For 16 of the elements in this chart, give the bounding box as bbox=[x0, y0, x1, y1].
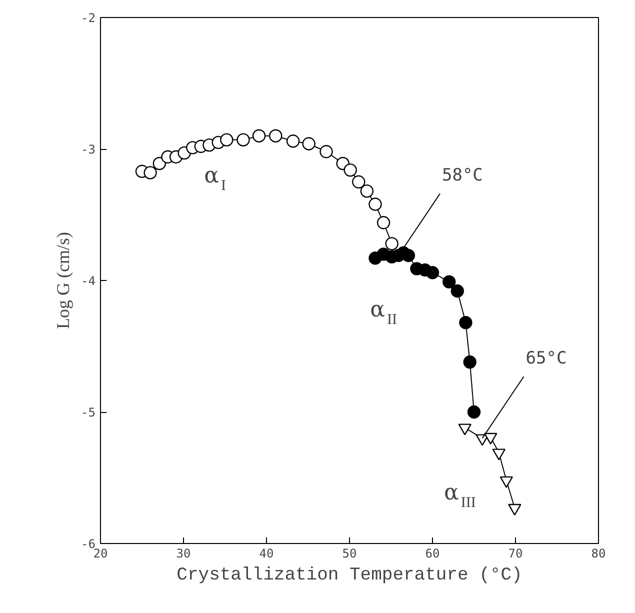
x-tick-label: 70 bbox=[508, 546, 523, 560]
x-tick-label: 80 bbox=[591, 546, 606, 560]
annotation: 58°C bbox=[442, 166, 483, 186]
x-tick-label: 20 bbox=[93, 546, 108, 560]
x-axis-title: Crystallization Temperature (°C) bbox=[176, 566, 522, 586]
x-tick-label: 60 bbox=[425, 546, 440, 560]
annotation: 65°C bbox=[526, 348, 567, 368]
y-tick-label: -4 bbox=[81, 274, 96, 288]
y-tick-label: -6 bbox=[81, 537, 96, 551]
x-tick-label: 50 bbox=[342, 546, 357, 560]
y-tick-label: -5 bbox=[81, 406, 96, 420]
y-tick-label: -2 bbox=[81, 11, 96, 25]
x-tick-label: 30 bbox=[176, 546, 191, 560]
x-tick-label: 40 bbox=[259, 546, 274, 560]
y-tick-label: -3 bbox=[81, 142, 96, 156]
y-axis-title: Log G (cm/s) bbox=[53, 232, 74, 329]
